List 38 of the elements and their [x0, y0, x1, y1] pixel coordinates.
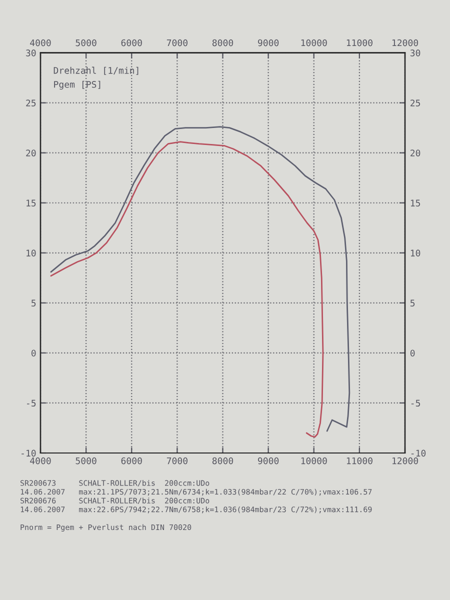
x-tick-label: 7000 [166, 457, 188, 464]
x-tick-label: 6000 [121, 457, 142, 464]
x2-tick-label: 7000 [166, 39, 188, 46]
x-tick-label: 10000 [301, 457, 327, 464]
x2-tick-label: 4000 [30, 39, 51, 46]
x2-tick-label: 9000 [258, 39, 279, 46]
x2-tick-label: 12000 [392, 39, 418, 46]
y2-tick-label: 30 [410, 50, 420, 56]
x2-tick-label: 5000 [76, 39, 96, 46]
y2-tick-label: 10 [410, 250, 420, 256]
y-tick-label: 0 [31, 350, 36, 357]
y-tick-label: 20 [26, 150, 36, 156]
y-tick-label: -5 [27, 400, 36, 407]
x2-tick-label: 10000 [301, 39, 327, 46]
y2-tick-label: -10 [411, 450, 426, 457]
x-tick-label: 8000 [212, 457, 234, 464]
y2-tick-label: 0 [410, 350, 415, 357]
y2-tick-label: 20 [410, 150, 420, 156]
y-tick-label: 10 [26, 250, 36, 256]
x-tick-label: 12000 [392, 457, 418, 464]
x2-tick-label: 6000 [121, 39, 142, 46]
x-axis-title: Drehzahl [1/min] [54, 66, 138, 75]
y2-tick-label: 15 [410, 200, 420, 206]
x2-tick-label: 11000 [346, 39, 372, 46]
y-tick-label: 5 [32, 300, 36, 307]
x2-tick-label: 8000 [212, 39, 234, 46]
y-tick-label: 15 [26, 200, 36, 206]
y2-tick-label: 5 [410, 300, 415, 307]
x-tick-label: 9000 [258, 457, 279, 464]
x-tick-label: 5000 [76, 457, 96, 464]
y-tick-label: 30 [26, 50, 36, 56]
y-tick-label: -10 [22, 450, 36, 457]
y-tick-label: 25 [26, 100, 36, 106]
y2-tick-label: 25 [410, 100, 420, 106]
x-tick-label: 4000 [30, 457, 51, 464]
x-tick-label: 11000 [346, 457, 372, 464]
y-axis-title: Pgem [PS] [54, 80, 100, 90]
y2-tick-label: -5 [411, 400, 420, 407]
